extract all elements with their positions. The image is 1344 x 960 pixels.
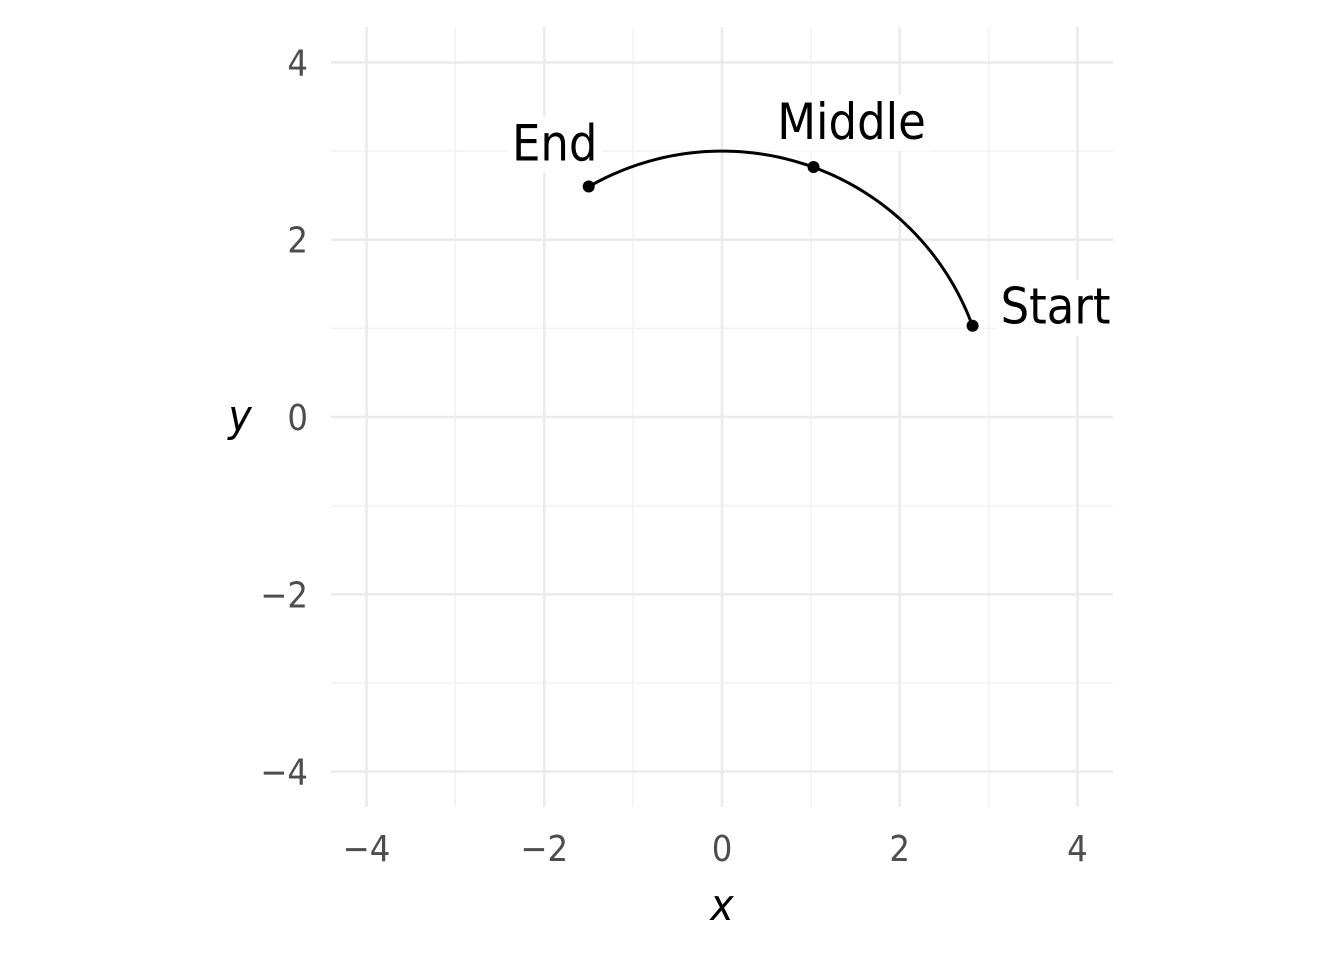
x-tick-label: −4 <box>343 829 391 870</box>
y-tick-label: −4 <box>260 753 308 794</box>
point-start <box>966 319 979 332</box>
point-end <box>582 180 595 193</box>
label-middle: Middle <box>777 93 926 151</box>
x-tick-label: −2 <box>520 829 568 870</box>
label-background <box>773 95 930 152</box>
label-start: Start <box>1001 278 1111 336</box>
y-tick-label: −2 <box>260 575 308 616</box>
x-axis-title: x <box>708 880 734 931</box>
point-middle <box>807 161 820 174</box>
y-tick-label: 0 <box>287 398 308 439</box>
x-tick-label: 4 <box>1067 829 1088 870</box>
major-gridlines <box>331 27 1113 807</box>
label-background <box>507 116 602 173</box>
x-tick-label: 2 <box>889 829 910 870</box>
y-tick-label: 2 <box>287 221 308 262</box>
label-end: End <box>512 115 598 173</box>
point-labels: Start Middle End <box>507 93 1115 336</box>
x-axis-tick-labels: −4 −2 0 2 4 <box>343 829 1088 870</box>
x-tick-label: 0 <box>712 829 733 870</box>
y-axis-title: y <box>227 391 252 442</box>
y-tick-label: 4 <box>287 43 308 84</box>
y-axis-tick-labels: −4 −2 0 2 4 <box>260 43 308 793</box>
data-points <box>582 161 979 332</box>
label-background <box>996 279 1115 336</box>
